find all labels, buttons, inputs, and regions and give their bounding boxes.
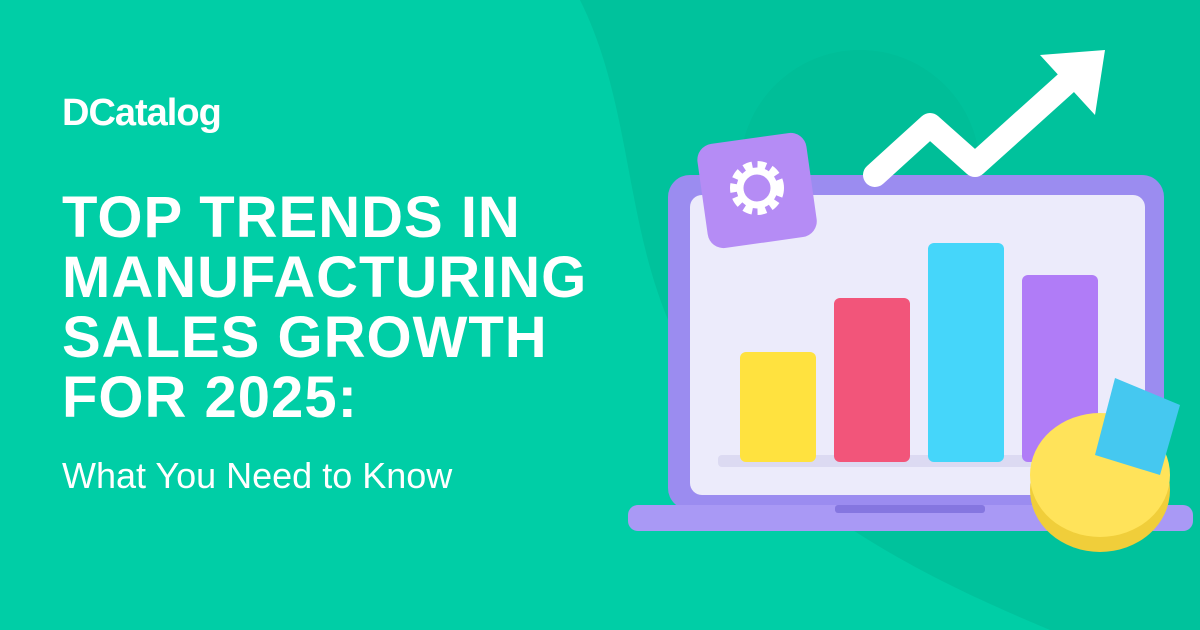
- bar-purple: [1022, 275, 1098, 462]
- bar-red: [834, 298, 910, 462]
- bar-yellow: [740, 352, 816, 462]
- pie-chart-icon: [1030, 378, 1180, 552]
- title-line: MANUFACTURING: [62, 245, 588, 310]
- title-line: SALES GROWTH: [62, 305, 548, 370]
- subtitle: What You Need to Know: [62, 455, 453, 496]
- gear-icon: [697, 132, 817, 249]
- title-line: TOP TRENDS IN: [62, 185, 521, 250]
- dcatalog-logo: DCatalog: [62, 92, 222, 134]
- page-title: TOP TRENDS IN MANUFACTURING SALES GROWTH…: [62, 188, 587, 428]
- bar-cyan: [928, 243, 1004, 462]
- title-line: FOR 2025:: [62, 365, 358, 430]
- trend-arrow-icon: [863, 63, 1087, 187]
